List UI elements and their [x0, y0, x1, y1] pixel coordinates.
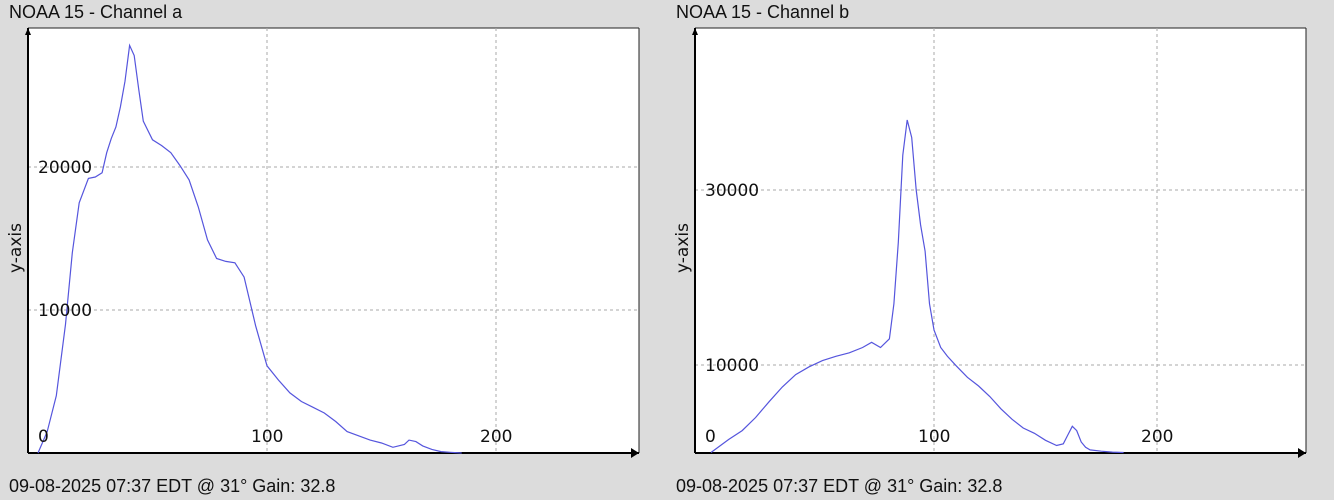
plot-area — [695, 28, 1306, 453]
y-tick-label: 20000 — [38, 158, 92, 178]
y-tick-label: 10000 — [705, 356, 759, 376]
y-axis-arrow — [25, 28, 31, 35]
x-tick-label: 0 — [705, 427, 716, 447]
x-axis-arrow — [631, 448, 639, 458]
series-line — [37, 43, 462, 454]
chart-footer: 09-08-2025 07:37 EDT @ 31° Gain: 32.8 — [676, 476, 1003, 496]
chart-panel-b: 0 100 200 10000 30000 y-axis NOAA 15 - Channe… — [667, 0, 1334, 500]
x-tick-label: 100 — [918, 427, 950, 447]
chart-a: 0 100 200 10000 20000 y-axis — [6, 27, 640, 458]
chart-b: 0 100 200 10000 30000 y-axis — [673, 27, 1307, 458]
chart-footer: 09-08-2025 07:37 EDT @ 31° Gain: 32.8 — [9, 476, 336, 496]
y-axis-label: y-axis — [673, 223, 693, 273]
y-axis-arrow — [692, 28, 698, 35]
chart-panel-a: 0 100 200 10000 20000 y-axis NOAA 15 - Channe… — [6, 2, 640, 496]
y-axis-label: y-axis — [6, 223, 26, 273]
x-tick-label: 200 — [1141, 427, 1173, 447]
x-tick-label: 100 — [251, 427, 283, 447]
chart-title: NOAA 15 - Channel a — [9, 2, 183, 22]
series-line — [710, 119, 1124, 454]
x-tick-label: 200 — [480, 427, 512, 447]
chart-title: NOAA 15 - Channel b — [676, 2, 850, 22]
y-tick-label: 30000 — [705, 181, 759, 201]
x-axis-arrow — [1298, 448, 1306, 458]
plot-area — [28, 28, 639, 453]
x-tick-label: 0 — [38, 427, 49, 447]
y-tick-label: 10000 — [38, 301, 92, 321]
